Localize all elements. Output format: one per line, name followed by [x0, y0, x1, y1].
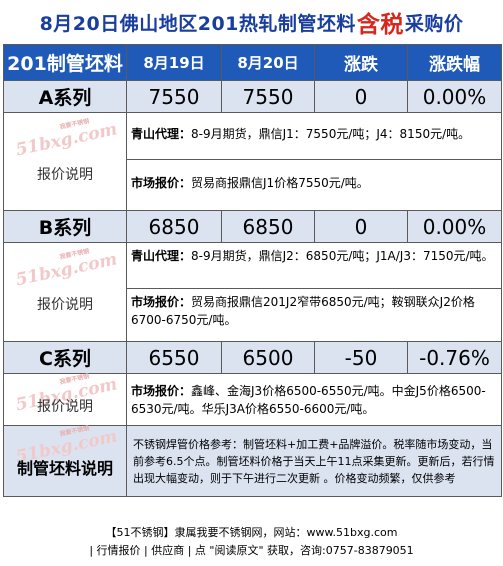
prev-price: 6850: [126, 210, 222, 243]
header-change-pct: 涨跌幅: [407, 44, 502, 81]
note-item: 市场报价：鑫峰、金海J3价格6500-6550元/吨。中金J5价格6500-65…: [131, 383, 486, 416]
table-row: B系列 6850 6850 0 0.00%: [3, 210, 502, 243]
title-highlight: 含税: [356, 12, 404, 38]
explain-label: 制管坯料说明: [16, 459, 113, 478]
note-label-cell: 我要不锈钢 51bxg.com 报价说明: [3, 112, 127, 211]
price-table: 201制管坯料 8月19日 8月20日 涨跌 涨跌幅 A系列 7550 7550…: [3, 44, 502, 497]
explain-text: 不锈钢焊管价格参考：制管坯料+加工费+品牌溢价。税率随市场变动，当前参考6.5个…: [126, 425, 502, 497]
note-cell: 市场报价：鑫峰、金海J3价格6500-6550元/吨。中金J5价格6500-65…: [126, 373, 502, 426]
description-row: 我要不锈钢 51bxg.com 报价说明 市场报价：鑫峰、金海J3价格6500-6…: [3, 373, 502, 426]
note-item: 市场报价：贸易商报鼎信201J2窄带6850元/吨；鞍钢联众J2价格6700-6…: [127, 288, 501, 341]
header-prev-date: 8月19日: [126, 44, 222, 81]
header-change: 涨跌: [314, 44, 408, 81]
series-name: B系列: [3, 210, 127, 243]
note-label-cell: 我要不锈钢 51bxg.com 报价说明: [3, 373, 127, 426]
price-change: 0: [314, 80, 408, 113]
price-change: -50: [314, 341, 408, 374]
note-cell: 青山代理：8-9月期货，鼎信J1：7550元/吨；J4：8150元/吨。 市场报…: [126, 112, 502, 211]
note-cell: 青山代理：8-9月期货，鼎信J2：6850元/吨；J1A/J3：7150元/吨。…: [126, 242, 502, 342]
note-item: 青山代理：8-9月期货，鼎信J1：7550元/吨；J4：8150元/吨。: [131, 127, 471, 141]
table-row: C系列 6550 6500 -50 -0.76%: [3, 341, 502, 374]
price-change-pct: 0.00%: [407, 210, 502, 243]
title-post: 采购价: [404, 12, 464, 35]
note-item: 市场报价：贸易商报鼎信J1价格7550元/吨。: [127, 159, 501, 210]
curr-price: 6500: [221, 341, 315, 374]
price-change: 0: [314, 210, 408, 243]
note-label: 报价说明: [37, 398, 93, 415]
prev-price: 6550: [126, 341, 222, 374]
curr-price: 6850: [221, 210, 315, 243]
note-label: 报价说明: [37, 166, 93, 183]
note-label-cell: 我要不锈钢 51bxg.com 报价说明: [3, 242, 127, 342]
footer: 【51不锈钢】隶属我要不锈钢网，网站：www.51bxg.com | 行情报价 …: [0, 520, 503, 566]
page-title: 8月20日佛山地区201热轧制管坯料 含税 采购价: [0, 0, 503, 44]
watermark-logo: 我要不锈钢 51bxg.com: [13, 247, 120, 291]
note-item: 青山代理：8-9月期货，鼎信J2：6850元/吨；J1A/J3：7150元/吨。: [131, 249, 494, 263]
footer-line-2: | 行情报价 | 供应商 | 点 "阅读原文" 获取，咨询:0757-83879…: [89, 544, 414, 557]
price-change-pct: -0.76%: [407, 341, 502, 374]
price-change-pct: 0.00%: [407, 80, 502, 113]
table-row: A系列 7550 7550 0 0.00%: [3, 80, 502, 113]
description-row: 我要不锈钢 51bxg.com 报价说明 青山代理：8-9月期货，鼎信J2：685…: [3, 242, 502, 342]
description-row: 我要不锈钢 51bxg.com 报价说明 青山代理：8-9月期货，鼎信J1：755…: [3, 112, 502, 211]
explain-label-cell: 我要不锈钢 51bxg.com 制管坯料说明: [3, 425, 127, 497]
series-name: A系列: [3, 80, 127, 113]
header-curr-date: 8月20日: [221, 44, 315, 81]
curr-price: 7550: [221, 80, 315, 113]
prev-price: 7550: [126, 80, 222, 113]
explain-row: 我要不锈钢 51bxg.com 制管坯料说明 不锈钢焊管价格参考：制管坯料+加工费…: [3, 425, 502, 497]
watermark-logo: 我要不锈钢 51bxg.com: [13, 117, 120, 161]
header-product: 201制管坯料: [3, 44, 127, 81]
title-pre: 8月20日佛山地区201热轧制管坯料: [39, 12, 356, 35]
note-label: 报价说明: [37, 297, 93, 313]
series-name: C系列: [3, 341, 127, 374]
table-header: 201制管坯料 8月19日 8月20日 涨跌 涨跌幅: [3, 44, 502, 81]
footer-line-1: 【51不锈钢】隶属我要不锈钢网，网站：www.51bxg.com: [105, 526, 398, 539]
